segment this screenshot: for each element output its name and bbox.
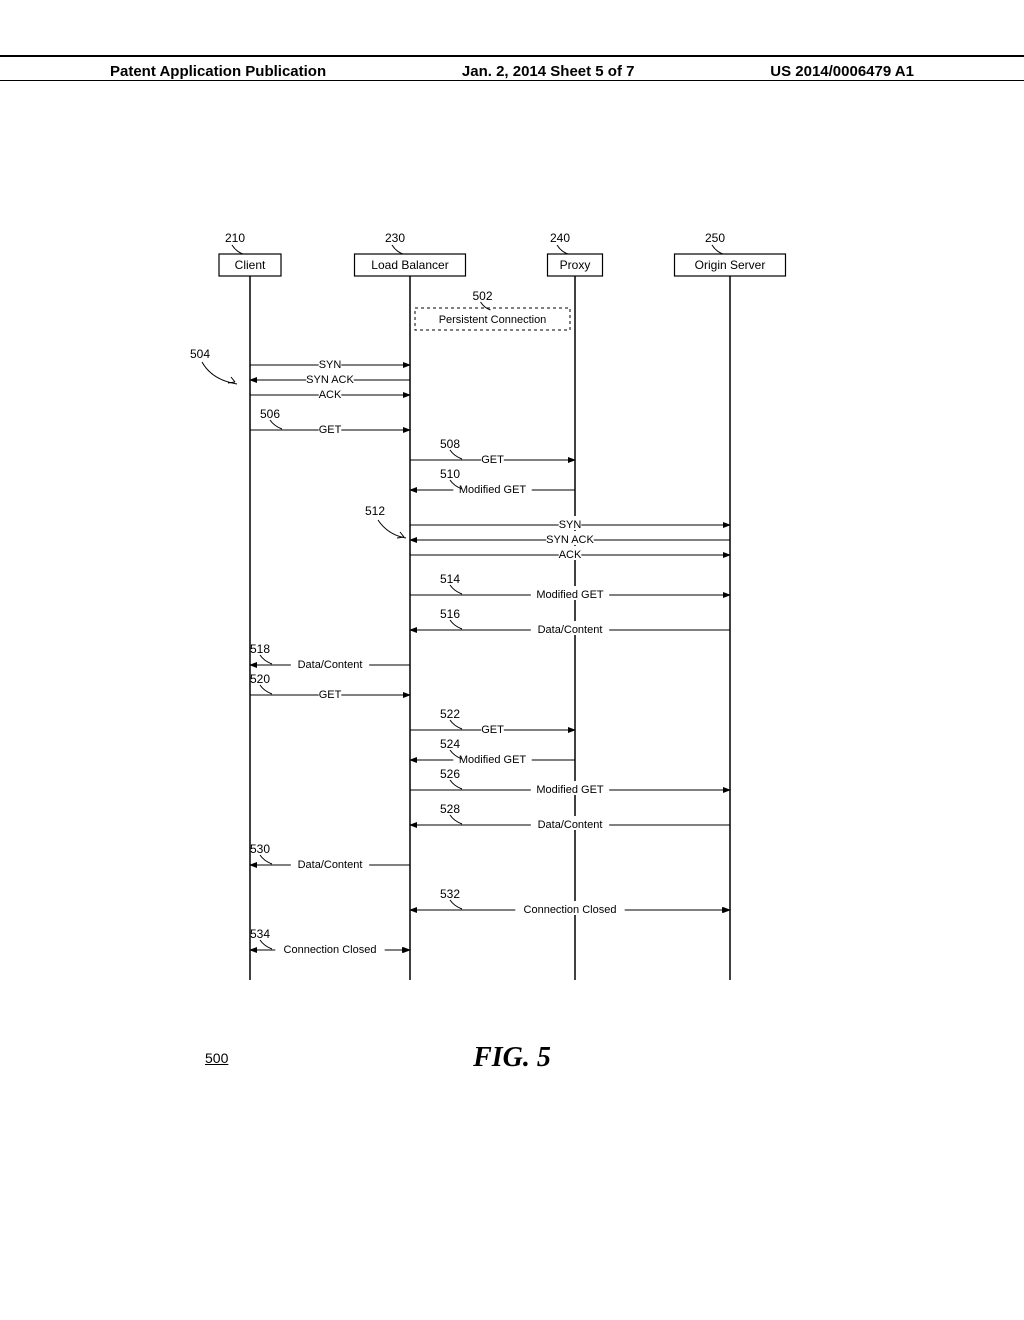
svg-text:GET: GET [481, 724, 504, 736]
svg-text:520: 520 [250, 672, 270, 686]
figure-number: 500 [205, 1050, 228, 1066]
sequence-diagram: 210 Client 230 Load Balancer 240 Proxy 250 Orig… [180, 230, 840, 1000]
svg-text:528: 528 [440, 802, 460, 816]
svg-text:SYN ACK: SYN ACK [546, 534, 594, 546]
svg-text:Origin Server: Origin Server [695, 258, 766, 272]
header-rule [0, 80, 1024, 81]
svg-text:Connection Closed: Connection Closed [284, 944, 377, 956]
svg-text:518: 518 [250, 642, 270, 656]
svg-text:230: 230 [385, 231, 405, 245]
svg-text:GET: GET [319, 424, 342, 436]
svg-text:534: 534 [250, 927, 270, 941]
svg-text:Data/Content: Data/Content [298, 659, 363, 671]
svg-text:506: 506 [260, 407, 280, 421]
svg-text:Connection Closed: Connection Closed [524, 904, 617, 916]
svg-text:508: 508 [440, 437, 460, 451]
header-left: Patent Application Publication [110, 63, 326, 80]
svg-text:514: 514 [440, 572, 460, 586]
svg-text:ACK: ACK [559, 549, 582, 561]
svg-text:Modified GET: Modified GET [459, 754, 527, 766]
svg-text:Data/Content: Data/Content [298, 859, 363, 871]
figure-label: FIG. 5 [0, 1042, 1024, 1074]
svg-text:510: 510 [440, 467, 460, 481]
svg-text:Modified GET: Modified GET [459, 484, 527, 496]
page-header: Patent Application Publication Jan. 2, 2… [0, 55, 1024, 80]
svg-text:516: 516 [440, 607, 460, 621]
svg-text:ACK: ACK [319, 389, 342, 401]
svg-text:532: 532 [440, 887, 460, 901]
svg-text:512: 512 [365, 504, 385, 518]
page: Patent Application Publication Jan. 2, 2… [0, 0, 1024, 1320]
header-right: US 2014/0006479 A1 [770, 63, 914, 80]
svg-text:522: 522 [440, 707, 460, 721]
svg-text:210: 210 [225, 231, 245, 245]
svg-text:SYN ACK: SYN ACK [306, 374, 354, 386]
svg-text:Client: Client [235, 258, 266, 272]
svg-text:524: 524 [440, 737, 460, 751]
svg-text:Modified GET: Modified GET [536, 784, 604, 796]
svg-text:GET: GET [481, 454, 504, 466]
svg-text:GET: GET [319, 689, 342, 701]
svg-text:Modified GET: Modified GET [536, 589, 604, 601]
svg-text:526: 526 [440, 767, 460, 781]
svg-text:250: 250 [705, 231, 725, 245]
svg-text:Load Balancer: Load Balancer [371, 258, 448, 272]
svg-text:240: 240 [550, 231, 570, 245]
svg-text:Persistent Connection: Persistent Connection [439, 314, 547, 326]
svg-text:Data/Content: Data/Content [538, 819, 603, 831]
header-center: Jan. 2, 2014 Sheet 5 of 7 [462, 63, 635, 80]
svg-text:SYN: SYN [559, 519, 582, 531]
svg-text:504: 504 [190, 347, 210, 361]
svg-text:Data/Content: Data/Content [538, 624, 603, 636]
svg-text:502: 502 [473, 289, 493, 303]
svg-text:SYN: SYN [319, 359, 342, 371]
svg-text:530: 530 [250, 842, 270, 856]
svg-text:Proxy: Proxy [560, 258, 591, 272]
